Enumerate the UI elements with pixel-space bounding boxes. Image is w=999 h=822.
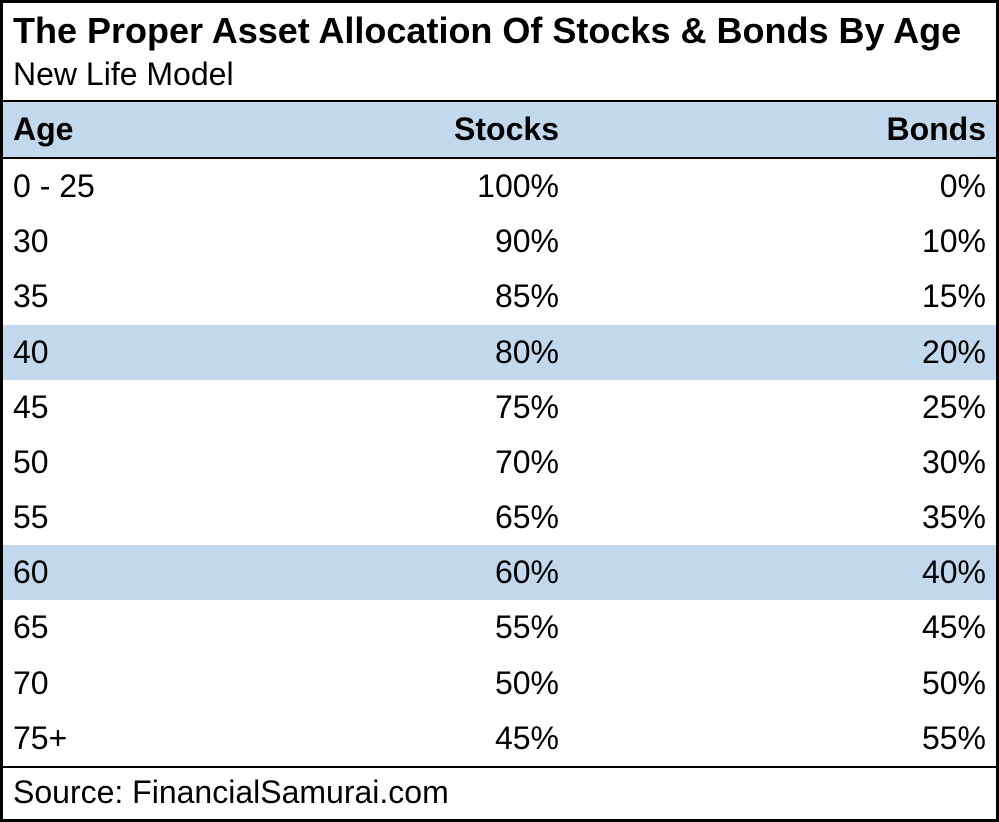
cell-bonds: 30%: [569, 435, 996, 490]
col-header-bonds: Bonds: [569, 101, 996, 158]
table-row: 4575%25%: [3, 380, 996, 435]
cell-age: 50: [3, 435, 341, 490]
cell-bonds: 15%: [569, 269, 996, 324]
page-subtitle: New Life Model: [13, 54, 986, 96]
cell-age: 60: [3, 545, 341, 600]
col-header-age: Age: [3, 101, 341, 158]
cell-stocks: 85%: [341, 269, 569, 324]
cell-stocks: 90%: [341, 214, 569, 269]
cell-stocks: 45%: [341, 711, 569, 766]
table-row: 0 - 25100%0%: [3, 158, 996, 214]
cell-bonds: 50%: [569, 656, 996, 711]
cell-age: 0 - 25: [3, 158, 341, 214]
cell-age: 35: [3, 269, 341, 324]
cell-age: 70: [3, 656, 341, 711]
cell-age: 65: [3, 600, 341, 655]
table-header-row: Age Stocks Bonds: [3, 101, 996, 158]
cell-stocks: 55%: [341, 600, 569, 655]
cell-age: 55: [3, 490, 341, 545]
table-header: Age Stocks Bonds: [3, 101, 996, 158]
cell-stocks: 75%: [341, 380, 569, 435]
cell-stocks: 100%: [341, 158, 569, 214]
cell-stocks: 65%: [341, 490, 569, 545]
allocation-table: Age Stocks Bonds 0 - 25100%0%3090%10%358…: [3, 100, 996, 766]
cell-stocks: 60%: [341, 545, 569, 600]
table-row: 3585%15%: [3, 269, 996, 324]
cell-bonds: 10%: [569, 214, 996, 269]
cell-age: 75+: [3, 711, 341, 766]
header-block: The Proper Asset Allocation Of Stocks & …: [3, 3, 996, 100]
table-body: 0 - 25100%0%3090%10%3585%15%4080%20%4575…: [3, 158, 996, 766]
allocation-table-frame: The Proper Asset Allocation Of Stocks & …: [0, 0, 999, 822]
cell-bonds: 55%: [569, 711, 996, 766]
source-footer: Source: FinancialSamurai.com: [3, 766, 996, 819]
table-row: 3090%10%: [3, 214, 996, 269]
cell-bonds: 45%: [569, 600, 996, 655]
cell-bonds: 35%: [569, 490, 996, 545]
table-row: 6060%40%: [3, 545, 996, 600]
cell-stocks: 50%: [341, 656, 569, 711]
cell-stocks: 80%: [341, 325, 569, 380]
table-row: 6555%45%: [3, 600, 996, 655]
cell-age: 30: [3, 214, 341, 269]
table-row: 5565%35%: [3, 490, 996, 545]
table-row: 5070%30%: [3, 435, 996, 490]
page-title: The Proper Asset Allocation Of Stocks & …: [13, 9, 986, 52]
cell-bonds: 40%: [569, 545, 996, 600]
table-row: 7050%50%: [3, 656, 996, 711]
cell-age: 40: [3, 325, 341, 380]
cell-bonds: 20%: [569, 325, 996, 380]
cell-stocks: 70%: [341, 435, 569, 490]
table-row: 75+45%55%: [3, 711, 996, 766]
table-row: 4080%20%: [3, 325, 996, 380]
cell-bonds: 25%: [569, 380, 996, 435]
col-header-stocks: Stocks: [341, 101, 569, 158]
cell-age: 45: [3, 380, 341, 435]
cell-bonds: 0%: [569, 158, 996, 214]
